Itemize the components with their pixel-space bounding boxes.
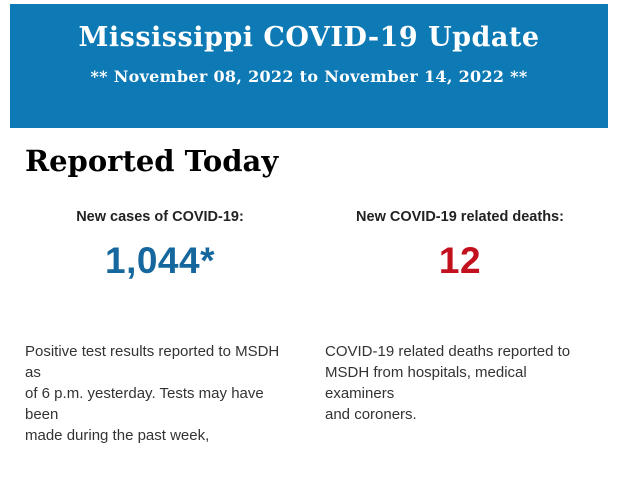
stat-new-cases: New cases of COVID-19: 1,044* [25,209,295,282]
new-deaths-value: 12 [438,240,482,281]
new-deaths-label: New COVID-19 related deaths: [356,209,564,225]
new-cases-label: New cases of COVID-19: [76,209,244,225]
banner-title: Mississippi COVID-19 Update [78,22,540,53]
main-content: Reported Today New cases of COVID-19: 1,… [0,144,620,446]
descriptions-row: Positive test results reported to MSDH a… [25,341,595,446]
header-banner: Mississippi COVID-19 Update ** November … [10,4,608,128]
new-deaths-description: COVID-19 related deaths reported to MSDH… [325,343,571,423]
banner-date-range: ** November 08, 2022 to November 14, 202… [90,67,528,86]
page-title: Reported Today [25,144,279,178]
stat-new-deaths: New COVID-19 related deaths: 12 [325,209,595,282]
new-cases-value: 1,044* [105,240,215,281]
new-cases-description: Positive test results reported to MSDH a… [25,343,280,444]
stats-row: New cases of COVID-19: 1,044* New COVID-… [25,209,595,282]
